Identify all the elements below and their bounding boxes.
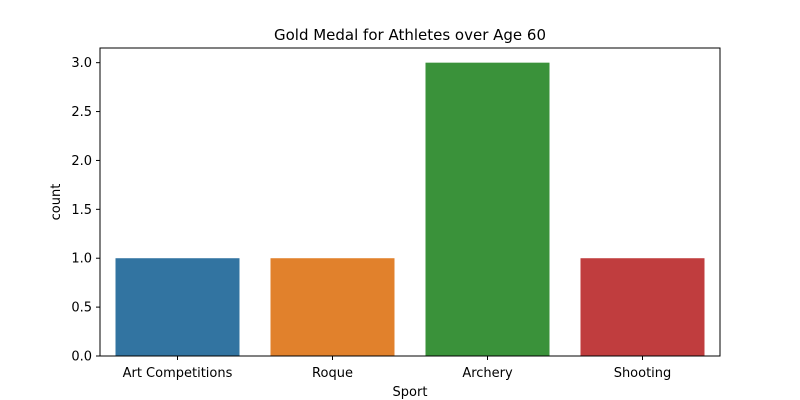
bar-1 — [115, 258, 240, 356]
x-tick-label: Shooting — [614, 366, 672, 381]
y-tick-label: 1.0 — [71, 252, 92, 267]
bars-group — [115, 62, 705, 357]
y-tick-label: 3.0 — [71, 56, 92, 71]
x-tick-label: Archery — [462, 366, 513, 381]
bar-3 — [425, 62, 550, 357]
x-tick-label: Art Competitions — [123, 366, 233, 381]
y-axis: 0.0 0.5 1.0 1.5 2.0 2.5 3.0 — [71, 56, 100, 365]
y-tick-label: 1.5 — [71, 203, 92, 218]
y-axis-label: count — [49, 184, 64, 221]
y-tick-label: 2.5 — [71, 105, 92, 120]
y-tick-label: 0.0 — [71, 350, 92, 365]
y-tick-label: 2.0 — [71, 154, 92, 169]
bar-4 — [580, 258, 705, 356]
plot-frame — [99, 47, 721, 357]
y-tick-label: 0.5 — [71, 301, 92, 316]
x-tick-label: Roque — [312, 366, 353, 381]
x-axis: Art Competitions Roque Archery Shooting — [123, 356, 672, 381]
x-axis-label: Sport — [393, 385, 428, 400]
chart-title: Gold Medal for Athletes over Age 60 — [274, 26, 546, 44]
bar-2 — [270, 258, 395, 356]
